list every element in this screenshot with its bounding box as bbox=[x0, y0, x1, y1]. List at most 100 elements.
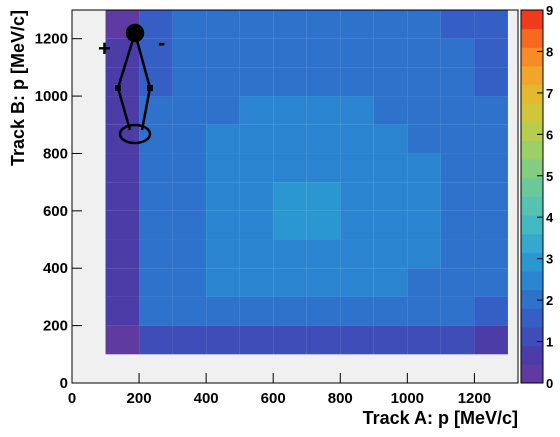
heatmap-cell bbox=[306, 325, 341, 355]
heatmap-cell bbox=[172, 239, 207, 269]
heatmap-cell bbox=[139, 210, 173, 240]
heatmap-cell bbox=[306, 296, 341, 326]
heatmap-cell bbox=[373, 67, 408, 97]
heatmap-cell bbox=[72, 182, 106, 211]
heatmap-cell bbox=[306, 182, 341, 211]
heatmap-cell bbox=[407, 124, 441, 154]
colorbar-segment bbox=[521, 252, 543, 272]
heatmap-cell bbox=[206, 182, 240, 211]
heatmap-cell bbox=[273, 296, 307, 326]
z-tick-label: 4 bbox=[546, 210, 554, 225]
colorbar-segment bbox=[521, 345, 543, 365]
heatmap-cell bbox=[273, 268, 307, 297]
x-tick-label: 1000 bbox=[391, 390, 424, 407]
colorbar-segment bbox=[521, 215, 543, 235]
heatmap-cell bbox=[306, 38, 341, 68]
heatmap-cell bbox=[72, 153, 106, 183]
heatmap-cell bbox=[239, 182, 274, 211]
heatmap-cell bbox=[273, 67, 307, 97]
heatmap-cell bbox=[440, 239, 475, 269]
y-tick-label: 200 bbox=[43, 318, 68, 335]
heatmap-cell bbox=[306, 67, 341, 97]
heatmap-cell bbox=[440, 268, 475, 297]
heatmap-cell bbox=[306, 268, 341, 297]
heatmap-cell bbox=[474, 268, 508, 297]
z-tick-label: 1 bbox=[546, 335, 553, 350]
heatmap-cell bbox=[474, 96, 508, 125]
z-tick-label: 6 bbox=[546, 127, 553, 142]
y-tick-label: 400 bbox=[43, 260, 68, 277]
heatmap-cell bbox=[139, 153, 173, 183]
heatmap-cell bbox=[139, 296, 173, 326]
y-axis-title: Track B: p [MeV/c] bbox=[8, 10, 28, 166]
heatmap-cell bbox=[474, 153, 508, 183]
heatmap-cell bbox=[440, 153, 475, 183]
heatmap-cell bbox=[407, 67, 441, 97]
heatmap-cell bbox=[440, 96, 475, 125]
heatmap-cell bbox=[273, 153, 307, 183]
heatmap-cell bbox=[407, 153, 441, 183]
z-tick-label: 9 bbox=[546, 3, 553, 18]
heatmap-cell bbox=[306, 96, 341, 125]
colorbar-segment bbox=[521, 65, 543, 86]
heatmap-cell bbox=[474, 10, 508, 39]
heatmap-cell bbox=[172, 96, 207, 125]
heatmap-cell bbox=[239, 210, 274, 240]
diagram-node bbox=[115, 85, 121, 91]
heatmap-cell bbox=[474, 354, 508, 383]
heatmap-cell bbox=[340, 325, 374, 355]
heatmap-cell bbox=[172, 325, 207, 355]
heatmap-cell bbox=[340, 124, 374, 154]
heatmap-cell bbox=[373, 124, 408, 154]
y-tick-label: 0 bbox=[60, 375, 68, 392]
heatmap-cell bbox=[474, 296, 508, 326]
heatmap-cell bbox=[407, 10, 441, 39]
heatmap-cell bbox=[340, 38, 374, 68]
x-tick-label: 1200 bbox=[458, 390, 491, 407]
colorbar-segment bbox=[521, 159, 543, 179]
heatmap-cell bbox=[172, 124, 207, 154]
heatmap-cell bbox=[105, 325, 140, 355]
heatmap-cell bbox=[474, 182, 508, 211]
heatmap-cell bbox=[373, 239, 408, 269]
heatmap-cell bbox=[273, 38, 307, 68]
heatmap-cell bbox=[440, 354, 475, 383]
colorbar-segment bbox=[521, 84, 543, 104]
heatmap-cell bbox=[206, 153, 240, 183]
x-tick-label: 400 bbox=[194, 390, 219, 407]
heatmap-cell bbox=[139, 268, 173, 297]
heatmap-cell bbox=[139, 325, 173, 355]
heatmap-cell bbox=[105, 153, 140, 183]
y-tick-label: 800 bbox=[43, 145, 68, 162]
z-tick-label: 5 bbox=[546, 169, 553, 184]
heatmap-cell bbox=[72, 325, 106, 355]
heatmap-cell bbox=[72, 96, 106, 125]
heatmap-cell bbox=[172, 210, 207, 240]
y-tick-label: 1000 bbox=[35, 88, 68, 105]
heatmap-cell bbox=[172, 296, 207, 326]
heatmap-cell bbox=[239, 268, 274, 297]
colorbar-segment bbox=[521, 308, 543, 328]
heatmap-cell bbox=[340, 10, 374, 39]
heatmap-cell bbox=[139, 182, 173, 211]
heatmap-cell bbox=[72, 10, 106, 39]
heatmap-cell bbox=[206, 354, 240, 383]
heatmap-cell bbox=[474, 38, 508, 68]
heatmap-cell bbox=[440, 38, 475, 68]
heatmap-cell bbox=[440, 124, 475, 154]
heatmap-cell bbox=[139, 239, 173, 269]
colorbar-segment bbox=[521, 289, 543, 309]
heatmap-cell bbox=[273, 96, 307, 125]
heatmap-cell bbox=[139, 67, 173, 97]
heatmap-cell bbox=[172, 354, 207, 383]
heatmap-cell bbox=[206, 210, 240, 240]
diagram-line bbox=[116, 87, 132, 131]
heatmap-cell bbox=[172, 38, 207, 68]
heatmap-cell bbox=[273, 325, 307, 355]
heatmap-cell bbox=[474, 325, 508, 355]
heatmap-cell bbox=[239, 153, 274, 183]
heatmap-cell bbox=[72, 354, 106, 383]
heatmap-cell bbox=[474, 124, 508, 154]
heatmap-cell bbox=[373, 153, 408, 183]
z-tick-label: 0 bbox=[546, 376, 553, 391]
